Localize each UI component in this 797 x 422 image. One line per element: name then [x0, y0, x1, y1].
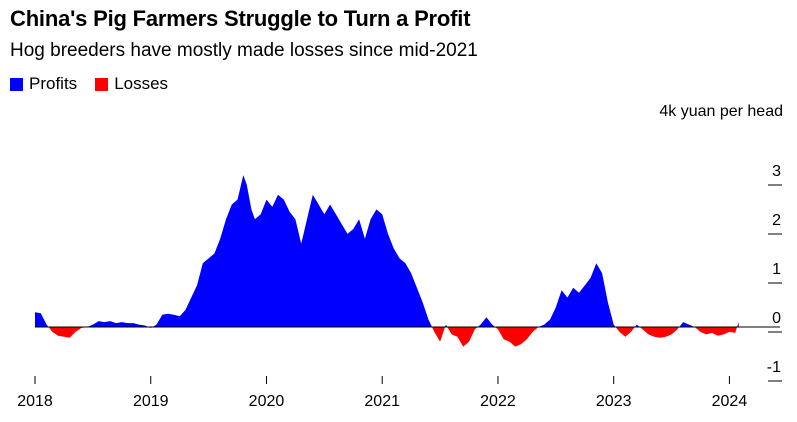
y-tick-label: -1: [767, 359, 781, 376]
chart-subtitle: Hog breeders have mostly made losses sin…: [10, 40, 478, 61]
y-tick-label: 1: [772, 261, 781, 278]
x-tick-label: 2019: [133, 393, 169, 410]
y-tick-label: 3: [772, 163, 781, 180]
legend: Profits Losses: [10, 74, 186, 94]
legend-item-profits: Profits: [10, 74, 77, 94]
legend-swatch-losses: [95, 77, 109, 91]
loss-area: [35, 327, 739, 347]
x-tick-label: 2023: [596, 393, 632, 410]
x-tick-label: 2022: [480, 393, 516, 410]
x-tick-label: 2024: [712, 393, 748, 410]
legend-label-losses: Losses: [114, 74, 169, 93]
y-axis-unit-label: 4k yuan per head: [659, 103, 783, 120]
y-tick-label: 0: [772, 310, 781, 327]
legend-swatch-profits: [10, 77, 23, 91]
x-tick-label: 2021: [364, 393, 400, 410]
profit-area: [35, 175, 739, 327]
y-tick-label: 2: [772, 212, 781, 229]
legend-item-losses: Losses: [95, 74, 168, 94]
chart-title: China's Pig Farmers Struggle to Turn a P…: [10, 6, 471, 31]
x-tick-label: 2020: [249, 393, 285, 410]
legend-label-profits: Profits: [29, 74, 78, 93]
x-tick-label: 2018: [17, 393, 53, 410]
